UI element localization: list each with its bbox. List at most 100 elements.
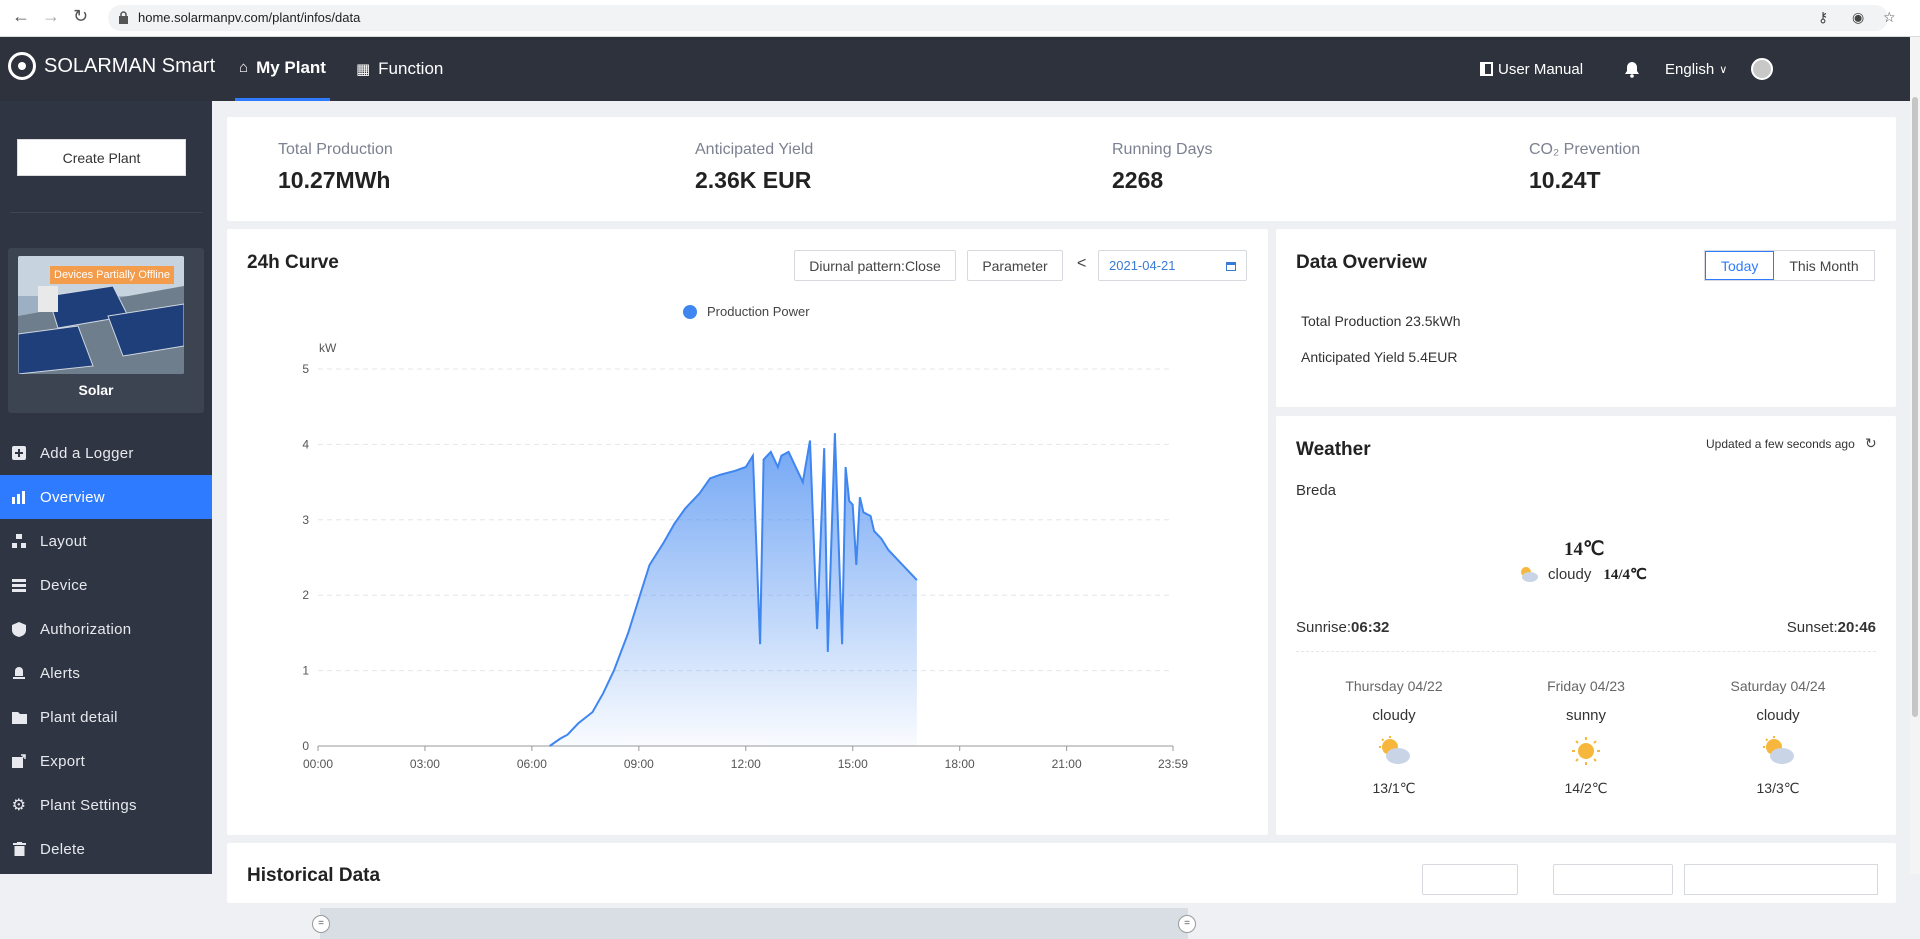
stat-value: 2268 [1112,167,1164,193]
stat-anticipated-yield: Anticipated Yield 2.36K EUR [695,141,813,194]
language-select[interactable]: English ∨ [1665,37,1727,101]
forecast-temp: 13/3℃ [1756,780,1800,796]
chevron-down-icon: ∨ [1719,63,1728,76]
parameter-button[interactable]: Parameter [967,250,1063,281]
forward-icon[interactable]: → [42,6,60,26]
sunset-label: Sunset: [1786,619,1838,636]
main-tabs: ⌂ My Plant ▦ Function [235,37,469,101]
key-icon[interactable]: ⚷ [1818,9,1829,25]
lock-icon [119,11,128,24]
sidebar-item-layout[interactable]: Layout [0,519,212,563]
diurnal-pattern-button[interactable]: Diurnal pattern:Close [794,250,956,281]
page-scrollbar[interactable] [1910,37,1920,874]
x-tick-label: 03:00 [410,757,440,771]
forecast-temp: 14/2℃ [1564,780,1608,796]
reload-icon[interactable]: ↻ [73,6,89,26]
user-avatar[interactable] [1751,37,1773,101]
production-area [549,433,917,746]
tab-my-plant[interactable]: ⌂ My Plant [235,37,330,101]
sidebar-item-alerts[interactable]: Alerts [0,651,212,695]
x-tick-label: 15:00 [838,757,868,771]
eye-off-icon[interactable]: ◉ [1852,9,1865,25]
forecast-condition: sunny [1565,707,1607,724]
refresh-icon[interactable]: ↻ [1865,435,1877,451]
prev-date-button[interactable]: < [1077,255,1087,272]
trash-icon [10,841,28,857]
production-power-chart: kW 0 1 2 3 4 5 00:00 03:00 06:00 09:00 12:00 15:00… [302,341,1188,771]
date-picker[interactable]: 2021-04-21 [1098,250,1247,281]
url-text: home.solarmanpv.com/plant/infos/data [138,10,361,25]
x-tick-label: 00:00 [303,757,333,771]
slider-handle-left[interactable]: = [312,915,330,933]
sidebar-divider [10,212,202,213]
stat-running-days: Running Days 2268 [1112,141,1213,194]
historical-date-picker[interactable] [1553,864,1673,895]
time-range-slider[interactable]: = = [312,908,1196,939]
sidebar-item-delete[interactable]: Delete [0,827,212,871]
brand[interactable]: SOLARMAN Smart [8,52,215,80]
forecast-condition: cloudy [1372,707,1416,724]
x-tick-label: 06:00 [517,757,547,771]
tab-label: My Plant [256,57,326,77]
y-tick-label: 1 [302,664,309,678]
back-icon[interactable]: ← [12,6,30,26]
y-tick-label: 4 [302,437,309,451]
tab-this-month[interactable]: This Month [1789,257,1859,274]
alert-icon [10,665,28,681]
top-nav-bar: SOLARMAN Smart ⌂ My Plant ▦ Function Use… [0,37,1910,101]
tab-function[interactable]: ▦ Function [352,37,447,101]
sidebar-item-label: Add a Logger [40,444,134,462]
create-plant-button[interactable]: Create Plant [17,139,186,176]
folder-icon [10,709,28,725]
stat-co2-prevention: CO₂ Prevention 10.24T [1529,141,1640,194]
production-line[interactable] [549,433,918,747]
sidebar-item-device[interactable]: Device [0,563,212,607]
sidebar-item-authorization[interactable]: Authorization [0,607,212,651]
sidebar-item-export[interactable]: Export [0,739,212,783]
sidebar-item-plant-detail[interactable]: Plant detail [0,695,212,739]
x-tick-label: 18:00 [945,757,975,771]
cloudy-sun-icon [1763,736,1794,764]
legend-marker [683,304,697,319]
stat-value: 2.36K EUR [695,167,812,193]
notifications-button[interactable] [1623,37,1641,101]
sidebar-item-overview[interactable]: Overview [0,475,212,519]
historical-period-toggle[interactable] [1684,864,1878,895]
tab-today[interactable]: Today [1705,251,1775,280]
date-value: 2021-04-21 [1109,258,1176,273]
stat-label: CO₂ Prevention [1529,141,1641,158]
user-manual-link[interactable]: User Manual [1480,37,1583,101]
plant-card[interactable]: Devices Partially Offline Solar [8,248,204,413]
slider-handle-right[interactable]: = [1178,915,1196,933]
x-tick-label: 12:00 [731,757,761,771]
weather-temp: 14℃ [1564,539,1605,560]
language-label: English [1665,60,1715,78]
scrollbar-thumb[interactable] [1912,97,1918,717]
bell-icon [1625,62,1639,78]
sidebar-item-plant-settings[interactable]: ⚙ Plant Settings [0,783,212,827]
overview-title: Data Overview [1296,252,1427,273]
grid-icon: ▦ [355,61,371,78]
home-icon: ⌂ [239,59,249,76]
weather-condition: cloudy [1548,565,1592,583]
plant-photo: Devices Partially Offline [18,256,184,374]
cloudy-sun-icon [1521,567,1538,582]
sunset: Sunset:20:46 [1787,619,1876,636]
historical-control-button[interactable] [1422,864,1518,895]
historical-title: Historical Data [247,865,381,886]
plus-square-icon [10,445,28,461]
star-icon[interactable]: ☆ [1883,9,1896,25]
stats-card: Total Production 10.27MWh Anticipated Yi… [227,117,1896,221]
chart-legend[interactable]: Production Power [683,304,810,319]
data-overview-card: Data Overview Today This Month Total Pro… [1276,229,1896,407]
sunrise-label: Sunrise: [1296,619,1352,636]
sidebar: Create Plant Devices Partially Offline S… [0,101,212,874]
sidebar-item-add-logger[interactable]: Add a Logger [0,431,212,475]
status-badge: Devices Partially Offline [50,266,174,284]
sunrise-time: 06:32 [1351,619,1390,636]
address-bar[interactable]: home.solarmanpv.com/plant/infos/data [108,5,1888,31]
stat-total-production: Total Production 10.27MWh [278,141,393,194]
cloudy-sun-icon [1379,736,1410,764]
forecast-date: Thursday 04/22 [1345,678,1443,694]
overview-total-production: Total Production 23.5kWh [1301,313,1461,329]
